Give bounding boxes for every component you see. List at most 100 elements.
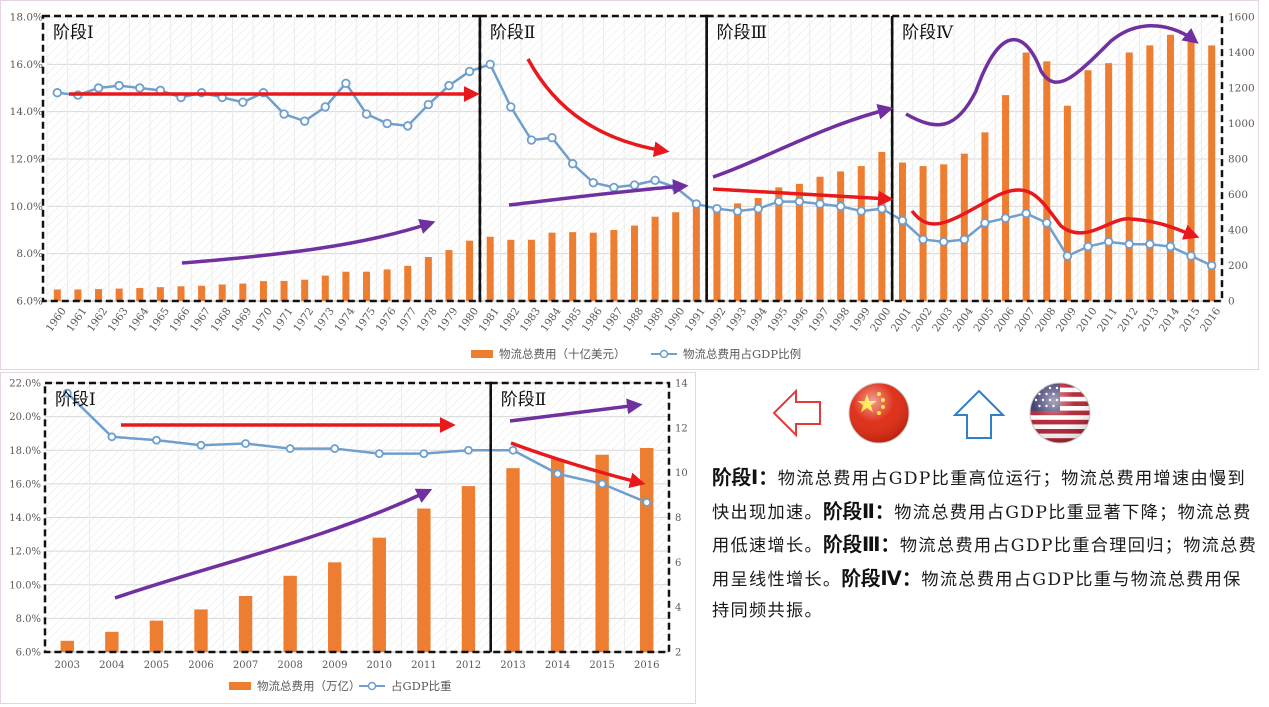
stage-4-text: 物流总费用占GDP比重与物流总费用保持同频共振。	[712, 569, 1242, 622]
bar	[548, 232, 556, 301]
stage-label: 阶段Ⅰ	[53, 23, 94, 43]
x-tick-label: 1989	[642, 305, 667, 334]
bar	[1084, 70, 1092, 301]
line-point	[196, 440, 206, 450]
stage-label: 阶段Ⅱ	[501, 390, 547, 410]
line-point	[1021, 208, 1031, 219]
bar	[115, 288, 123, 301]
line-point	[856, 206, 866, 216]
bar	[60, 640, 74, 652]
line-point	[285, 444, 295, 453]
line-point	[1062, 251, 1073, 261]
line-point	[1000, 213, 1011, 223]
x-tick-label: 2008	[1033, 305, 1058, 334]
stage-box	[41, 14, 482, 303]
x-tick-label: 1991	[683, 305, 708, 334]
bar	[136, 288, 144, 301]
left-axis-tick-label: 8.0%	[16, 614, 41, 625]
bar	[527, 239, 535, 301]
left-arrow-icon	[772, 388, 821, 438]
bar	[321, 275, 329, 301]
purple-trend-arrow	[712, 104, 894, 179]
line-point	[1186, 251, 1196, 261]
x-tick-label: 1964	[126, 305, 151, 334]
x-tick-label: 1996	[786, 305, 811, 334]
legend-bar-swatch	[229, 682, 251, 690]
line-point	[794, 196, 805, 207]
line-point	[588, 177, 598, 188]
x-tick-label: 2005	[971, 305, 996, 334]
line-point	[1083, 241, 1093, 252]
bar	[506, 468, 520, 652]
bar	[754, 198, 762, 301]
x-tick-label: 2009	[1054, 305, 1079, 334]
x-tick-label: 2001	[889, 305, 914, 334]
line-point	[464, 66, 475, 77]
bar	[734, 203, 742, 301]
bar	[1166, 34, 1174, 301]
line-point	[1165, 241, 1176, 252]
line-point	[93, 83, 104, 93]
bar	[1125, 52, 1133, 301]
line-point	[241, 439, 250, 448]
x-tick-label: 2015	[1178, 305, 1203, 334]
x-tick-label: 2013	[500, 660, 525, 671]
us-logistics-chart: 6.0% 8.0% 10.0% 12.0% 14.0% 16.0% 18.0% 0 200 400…	[0, 0, 1259, 370]
china-logistics-chart: 6.0% 8.0% 10.0% 12.0% 14.0% 16.0% 18.0% 20.0% 22…	[0, 372, 696, 704]
x-tick-label: 1976	[374, 305, 399, 334]
bar	[816, 176, 824, 301]
bar	[363, 271, 371, 301]
bar	[1105, 63, 1113, 302]
right-axis-tick-label: 8	[675, 513, 681, 524]
line-point	[485, 59, 495, 70]
x-tick-label: 2014	[1157, 305, 1182, 334]
bar	[672, 212, 680, 301]
right-axis-tick-label: 1600	[1228, 12, 1255, 24]
bar	[238, 595, 253, 652]
bar	[342, 271, 350, 301]
bar	[177, 286, 185, 301]
x-tick-label: 2004	[99, 660, 124, 671]
line-point	[52, 88, 63, 98]
left-axis-tick-label: 14.0%	[10, 106, 43, 118]
bar	[775, 187, 783, 301]
legend-bar-swatch	[471, 350, 493, 358]
bar	[218, 284, 226, 301]
x-tick-label: 2011	[411, 660, 436, 671]
bar	[280, 280, 288, 301]
line-point	[835, 201, 846, 212]
bar	[105, 631, 119, 652]
bar	[404, 265, 412, 301]
line-point	[444, 80, 454, 91]
line-point	[299, 116, 310, 126]
bar	[372, 537, 386, 652]
x-tick-label: 1992	[703, 305, 728, 334]
stage-1-text: 物流总费用占GDP比重高位运行；物流总费用增速由慢到快出现加速。	[712, 469, 1246, 523]
x-tick-label: 2012	[456, 660, 481, 671]
stage-box	[43, 381, 492, 654]
legend-line-marker	[659, 349, 669, 359]
bar	[283, 575, 297, 652]
legend-line-label: 物流总费用占GDP比例	[683, 347, 801, 361]
bar	[239, 283, 247, 301]
x-tick-label: 1970	[250, 305, 275, 334]
bar	[981, 132, 989, 301]
x-tick-label: 1995	[765, 305, 790, 334]
line-point	[330, 444, 340, 453]
bar	[259, 281, 267, 301]
line-point	[382, 118, 392, 129]
us-chart-svg: 6.0% 8.0% 10.0% 12.0% 14.0% 16.0% 18.0% 0 200 400…	[10, 12, 1255, 362]
x-tick-label: 1990	[662, 305, 687, 334]
stage-2-text: 物流总费用占GDP比重显著下降；物流总费用低速增长。	[712, 502, 1252, 557]
x-tick-label: 2012	[1116, 305, 1141, 334]
line-point	[815, 199, 825, 209]
bar	[417, 508, 431, 652]
x-tick-label: 1980	[456, 305, 481, 334]
line-point	[423, 99, 434, 110]
legend-bar-label: 物流总费用（万亿）	[257, 679, 361, 693]
stage-label: 阶段Ⅰ	[55, 390, 96, 410]
bar	[713, 205, 721, 301]
stage-3-text: 物流总费用占GDP比重合理回归；物流总费用呈线性增长。	[712, 536, 1258, 590]
stage-1-title: 阶段Ⅰ：	[712, 466, 778, 489]
x-tick-label: 2015	[589, 660, 614, 671]
